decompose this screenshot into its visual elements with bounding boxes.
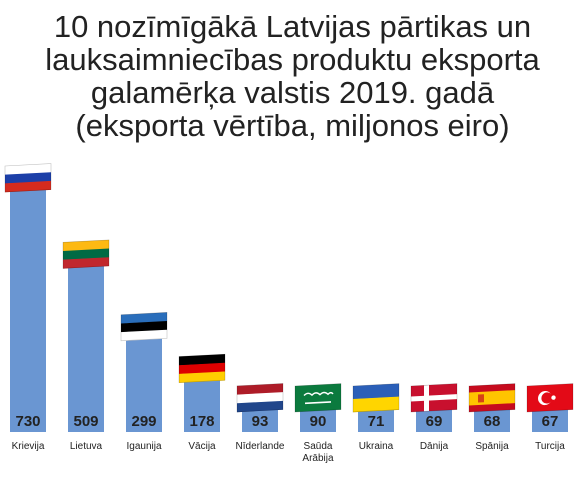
title-line: lauksaimniecības produktu eksporta [45,42,540,77]
category-label: Vācija [188,441,216,452]
title-line: (eksporta vērtība, miljonos eiro) [75,108,510,143]
flag-netherlands-icon [236,383,284,413]
value-label: 509 [73,413,98,430]
category-label: Dānija [420,441,449,452]
title-line: 10 nozīmīgākā Latvijas pārtikas un [53,9,532,44]
flag-ukraine-icon [352,383,400,413]
category-label: Nīderlande [236,441,285,452]
title-line: galamērķa valstis 2019. gadā [90,75,495,110]
value-label: 299 [131,413,156,430]
value-label: 90 [310,413,327,430]
value-label: 68 [484,413,501,430]
value-label: 730 [15,413,40,430]
category-label: Turcija [535,441,565,452]
value-label: 178 [189,413,214,430]
flag-germany-icon [178,353,226,383]
category-label: Ukraina [359,441,394,452]
bar [68,256,104,432]
value-label: 93 [252,413,269,430]
bar [126,328,162,432]
flag-spain-icon [468,383,516,413]
category-label: Krievija [12,441,45,452]
bar [10,180,46,432]
category-label: Saūda Arābija [302,441,334,464]
flag-lithuania-icon [62,239,110,269]
value-label: 69 [426,413,443,430]
flag-denmark-icon [410,383,458,413]
category-label: Igaunija [126,441,161,452]
value-label: 71 [368,413,385,430]
value-label: 67 [542,413,559,430]
category-label: Lietuva [70,441,103,452]
flag-saudi-arabia-icon [294,383,342,413]
chart-title: 10 nozīmīgākā Latvijas pārtikas un lauks… [0,10,585,142]
value-labels: 730 509 299 178 93 90 71 69 68 67 [15,413,558,430]
category-labels: Krievija Lietuva Igaunija Vācija Nīderlande S… [12,441,566,464]
bars [10,180,568,432]
category-label: Spānija [475,441,509,452]
flag-russia-icon [4,163,52,193]
flag-turkey-icon [526,383,574,413]
flags [4,163,574,413]
flag-estonia-icon [120,312,168,342]
